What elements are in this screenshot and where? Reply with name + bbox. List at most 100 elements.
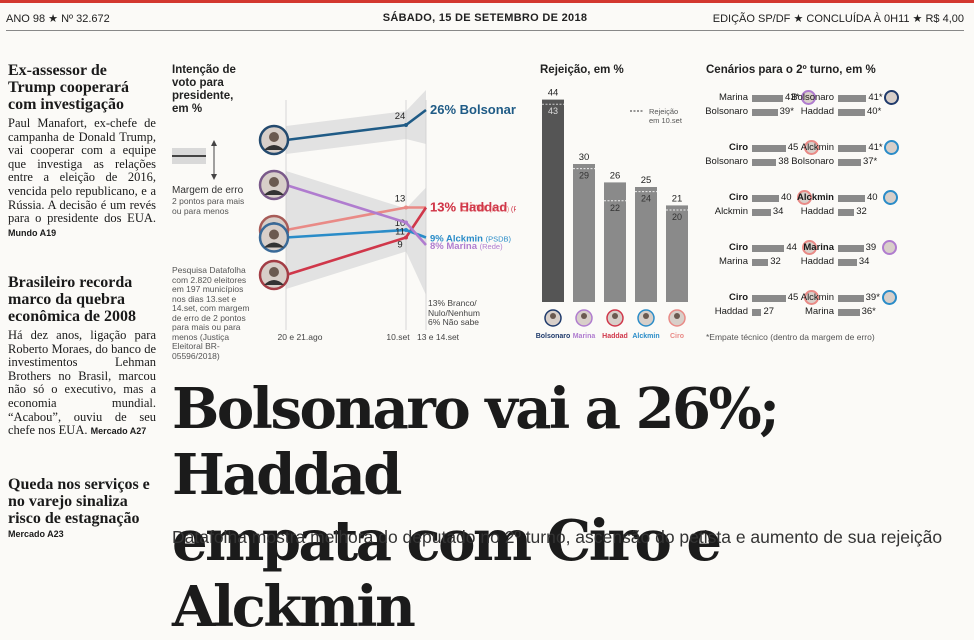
scenario-bar <box>838 259 857 266</box>
scenario-avatar <box>881 290 897 305</box>
scenario-avatar <box>803 290 819 305</box>
rejection-bar-alckmin <box>635 187 657 302</box>
second-round-title: Cenários para o 2º turno, em % <box>706 64 876 76</box>
rejection-value-0: 44 <box>548 88 559 99</box>
x-label-2: 13 e 14.set <box>417 332 460 342</box>
end-label-alckmin: 9% Alckmin (PSDB) <box>430 234 512 245</box>
value-label-bolsonaro-1: 24 <box>395 111 406 122</box>
x-label-1: 10.set <box>386 332 410 342</box>
scenario-bar <box>752 245 785 252</box>
scenario-bar <box>752 159 777 166</box>
sidebar-story-3[interactable]: Queda nos serviços e no varejo sinaliza … <box>8 476 156 539</box>
source-note: Pesquisa Datafolha com 2.820 eleitores e… <box>172 265 250 361</box>
end-label-marina: 8% Marina (Rede) <box>430 241 503 252</box>
sidebar-story-2[interactable]: Brasileiro recorda marco da quebra econô… <box>8 274 156 439</box>
scenario-9-marina: Marina 36* <box>776 306 876 318</box>
scenario-5-haddad: Haddad 32 <box>776 206 867 218</box>
story-title[interactable]: Brasileiro recorda marco da quebra econô… <box>8 274 136 325</box>
scenario-name: Haddad <box>800 206 834 217</box>
story-ref: Mercado A23 <box>8 529 64 539</box>
rejection-avatar-2 <box>606 309 624 327</box>
scenario-bar <box>752 309 762 316</box>
scenario-6-ciro: Ciro 44 <box>690 240 818 255</box>
story-body: Há dez anos, ligação para Roberto Moraes… <box>8 328 156 438</box>
scenario-value: 36* <box>861 306 876 317</box>
scenario-value: 40* <box>867 106 882 117</box>
rejection-category-4: Ciro <box>670 333 684 340</box>
top-red-bar <box>0 0 974 3</box>
scenario-8-haddad: Haddad 27 <box>690 306 776 318</box>
scenario-avatar <box>884 90 900 105</box>
scenario-bar <box>838 145 867 152</box>
scenario-value: 41* <box>868 92 883 103</box>
scenario-name: Haddad <box>800 106 834 117</box>
avatar-alckmin <box>258 222 290 253</box>
scenario-7-haddad: Haddad 34 <box>776 256 870 268</box>
scenario-avatar <box>881 240 897 255</box>
value-label-marina-1: 11 <box>395 227 405 238</box>
scenario-name: Haddad <box>800 256 834 267</box>
scenario-value: 34 <box>772 206 784 217</box>
others-note: 13% Branco/ Nulo/Nenhum 6% Não sabe <box>428 298 480 327</box>
date-line: SÁBADO, 15 DE SETEMBRO DE 2018 <box>382 12 588 24</box>
story-body: Paul Manafort, ex-chefe de campanha de D… <box>8 116 156 238</box>
scenario-name: Marina <box>803 242 834 253</box>
rejection-bar-chart: 44 43 Bolsonaro 30 29 Marina 26 22 Haddad 25 24 Alc… <box>536 88 688 340</box>
previous-legend-2: em 10.set <box>649 116 683 125</box>
scenario-value: 38 <box>778 156 789 167</box>
scenario-bar <box>752 295 786 302</box>
scenario-value: 40 <box>867 192 878 203</box>
story-ref: Mundo A19 <box>8 227 57 238</box>
edition-number: ANO 98 ★ Nº 32.672 <box>6 13 110 25</box>
scenario-3-bolsonaro: Bolsonaro 37* <box>776 156 877 168</box>
scenario-1-bolsonaro: Bolsonaro 41* <box>776 90 900 105</box>
scenario-bar <box>838 245 864 252</box>
scenario-bar <box>752 95 784 102</box>
rejection-bar-ciro <box>666 205 688 302</box>
scenario-2-bolsonaro: Bolsonaro 38 <box>690 156 789 168</box>
scenario-name: Bolsonaro <box>791 156 834 167</box>
rejection-category-2: Haddad <box>602 333 628 340</box>
point-marina-1 <box>404 220 408 225</box>
value-label-alckmin-1: 10 <box>395 218 406 229</box>
rejection-avatar-3 <box>637 309 655 327</box>
subheadline: Datafolha mostra melhora do deputado no … <box>172 527 943 547</box>
scenario-3-alckmin: Alckmin 41* <box>776 140 900 155</box>
scenario-name: Alckmin <box>800 142 834 153</box>
story-title[interactable]: Queda nos serviços e no varejo sinaliza … <box>8 476 150 527</box>
rejection-value-2: 26 <box>610 170 621 181</box>
point-ciro-1 <box>404 205 408 210</box>
masthead-rule <box>6 30 964 31</box>
sidebar-story-1[interactable]: Ex-assessor de Trump cooperará com inves… <box>8 62 156 240</box>
scenario-bar <box>838 309 860 316</box>
previous-value-4: 20 <box>672 212 682 222</box>
previous-value-2: 22 <box>610 203 620 213</box>
scenario-bar <box>752 109 778 116</box>
rejection-chart-title: Rejeição, em % <box>540 64 624 76</box>
story-title[interactable]: Ex-assessor de Trump cooperará com inves… <box>8 62 130 113</box>
scenario-bar <box>838 95 867 102</box>
scenario-name: Marina <box>718 92 748 103</box>
main-headline[interactable]: Bolsonaro vai a 26%; Haddad empata com C… <box>172 376 780 640</box>
point-haddad-1 <box>404 235 408 240</box>
scenario-value: 32 <box>770 256 781 267</box>
avatar-marina <box>258 169 290 201</box>
scenario-value: 39 <box>865 242 877 253</box>
scenario-name: Bolsonaro <box>791 92 834 103</box>
rejection-value-1: 30 <box>579 152 590 163</box>
scenario-bar <box>752 195 779 202</box>
scenario-avatar <box>797 190 812 205</box>
scenario-value: 34 <box>858 256 870 267</box>
scenario-bar <box>752 145 786 152</box>
scenario-name: Alckmin <box>714 206 748 217</box>
rejection-avatar-4 <box>668 309 686 327</box>
scenario-value: 27 <box>763 306 775 317</box>
scenario-value: 41* <box>868 142 883 153</box>
scenario-name: Bolsonaro <box>705 156 748 167</box>
scenario-6-marina: Marina 32 <box>690 256 781 268</box>
scenario-avatar <box>801 90 817 105</box>
bolsonaro-band <box>286 90 426 154</box>
scenario-name: Alckmin <box>800 292 834 303</box>
scenario-avatar <box>803 140 819 155</box>
previous-value-0: 43 <box>548 106 558 116</box>
